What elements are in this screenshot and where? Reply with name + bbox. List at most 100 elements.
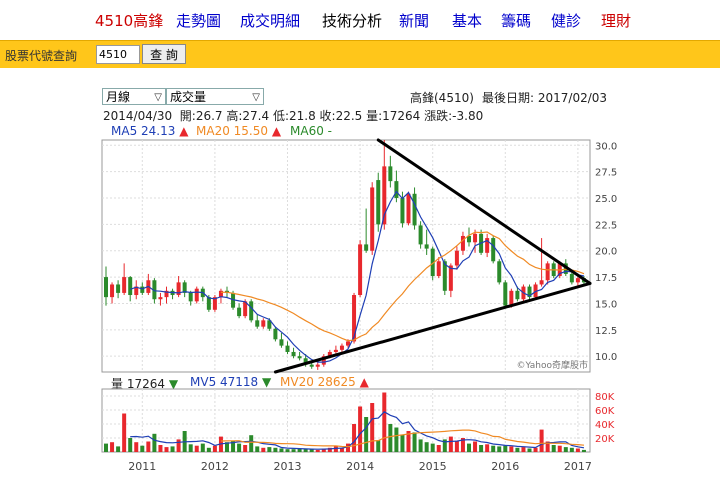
candle-body bbox=[297, 356, 302, 359]
nav-item-2[interactable]: 成交明細 bbox=[240, 12, 301, 30]
vol-tick-label: 80K bbox=[595, 392, 615, 403]
candle-body bbox=[110, 284, 115, 298]
period-select[interactable]: 月線 ▽ bbox=[102, 88, 166, 105]
query-bar: 股票代號查詢 查 詢 bbox=[0, 40, 720, 68]
volume-bar bbox=[346, 443, 350, 452]
nav-item-8[interactable]: 理財 bbox=[601, 12, 632, 30]
volume-bar bbox=[110, 442, 115, 452]
volume-bar bbox=[527, 448, 532, 452]
volume-bar bbox=[158, 445, 163, 452]
candle-body bbox=[436, 261, 441, 277]
nav-item-3[interactable]: 技術分析 bbox=[322, 12, 383, 30]
y-tick-label: 22.5 bbox=[595, 220, 617, 231]
candle-body bbox=[237, 307, 242, 317]
volume-bar bbox=[485, 444, 490, 452]
chevron-down-icon: ▽ bbox=[252, 92, 260, 103]
x-tick-label: 2014 bbox=[346, 460, 374, 473]
volume-bar bbox=[515, 447, 520, 452]
volume-bar bbox=[430, 443, 435, 452]
ma20-legend: MA20 15.50 ▲ bbox=[196, 124, 282, 138]
candle-body bbox=[333, 349, 338, 352]
y-tick-label: 25.0 bbox=[595, 194, 617, 205]
volume-bar bbox=[104, 443, 108, 452]
volume-bar bbox=[551, 445, 556, 452]
candle-body bbox=[406, 193, 411, 224]
candle-body bbox=[430, 248, 435, 277]
volume-bar bbox=[563, 447, 568, 452]
volume-bar bbox=[400, 434, 405, 452]
volume-bar bbox=[569, 447, 574, 452]
volume-bar bbox=[454, 440, 459, 452]
volume-bar bbox=[164, 447, 169, 452]
ohlc-line: 2014/04/30 開:26.7 高:27.4 低:21.8 收:22.5 量… bbox=[103, 109, 484, 123]
nav-item-5[interactable]: 基本 bbox=[452, 12, 483, 30]
volume-bar bbox=[358, 406, 363, 452]
volume-bar bbox=[539, 429, 544, 452]
volume-bar bbox=[479, 445, 484, 452]
nav-item-0[interactable]: 4510高鋒 bbox=[95, 12, 164, 30]
nav-item-7[interactable]: 健診 bbox=[551, 12, 582, 30]
candle-body bbox=[194, 288, 199, 302]
price-panel-frame bbox=[101, 139, 591, 373]
volume-bar bbox=[194, 445, 199, 452]
candle-body bbox=[509, 290, 514, 306]
x-tick-label: 2012 bbox=[201, 460, 229, 473]
indicator-select[interactable]: 成交量 ▽ bbox=[166, 88, 264, 105]
vol-tick-label: 20K bbox=[595, 434, 615, 445]
volume-bar bbox=[460, 438, 465, 452]
stock-code-input[interactable] bbox=[96, 45, 140, 64]
candle-body bbox=[122, 277, 127, 293]
volume-bar bbox=[442, 439, 447, 452]
nav-item-1[interactable]: 走勢圖 bbox=[176, 12, 222, 30]
candle-body bbox=[364, 244, 369, 251]
volume-bar bbox=[394, 427, 399, 452]
volume-bar bbox=[285, 449, 290, 452]
nav-item-6[interactable]: 籌碼 bbox=[501, 12, 532, 30]
candle-body bbox=[291, 351, 296, 357]
x-tick-label: 2011 bbox=[128, 460, 156, 473]
volume-bar bbox=[273, 447, 278, 452]
candle-body bbox=[515, 290, 520, 300]
volume-bar bbox=[315, 449, 320, 452]
volume-bar bbox=[503, 445, 508, 452]
x-tick-label: 2013 bbox=[274, 460, 302, 473]
y-tick-label: 30.0 bbox=[595, 141, 617, 152]
volume-bar bbox=[309, 449, 314, 452]
nav-item-4[interactable]: 新聞 bbox=[399, 12, 430, 30]
y-tick-label: 10.0 bbox=[595, 352, 617, 363]
volume-bar bbox=[424, 442, 429, 452]
volume-bar bbox=[255, 446, 260, 452]
volume-bar bbox=[545, 441, 550, 452]
query-button[interactable]: 查 詢 bbox=[142, 44, 186, 64]
candle-body bbox=[473, 233, 478, 243]
candle-body bbox=[442, 261, 447, 291]
candle-body bbox=[116, 284, 121, 293]
trendline-upper bbox=[376, 138, 592, 285]
volume-bar bbox=[231, 440, 236, 452]
volume-bar bbox=[473, 441, 478, 452]
candle-body bbox=[448, 265, 453, 291]
volume-bar bbox=[376, 440, 381, 452]
volume-bar bbox=[249, 435, 254, 452]
volume-bar bbox=[188, 444, 193, 452]
volume-bar bbox=[412, 432, 417, 452]
volume-bar bbox=[533, 447, 538, 452]
volume-bar bbox=[364, 417, 369, 452]
candle-body bbox=[128, 277, 133, 296]
candle-body bbox=[485, 238, 490, 253]
volume-bar bbox=[581, 449, 586, 452]
volume-bar bbox=[491, 445, 496, 452]
x-tick-label: 2016 bbox=[491, 460, 519, 473]
volume-bar bbox=[327, 447, 332, 452]
candle-body bbox=[134, 286, 139, 296]
candle-body bbox=[376, 180, 381, 225]
candle-body bbox=[152, 280, 157, 300]
candle-body bbox=[285, 345, 290, 352]
volume-bar bbox=[388, 424, 393, 452]
volume-bar bbox=[134, 442, 139, 452]
volume-bar bbox=[467, 443, 471, 452]
volume-legend: 量 17264 ▼ bbox=[111, 377, 179, 391]
vol-tick-label: 60K bbox=[595, 406, 615, 417]
candle-body bbox=[418, 225, 423, 245]
candle-body bbox=[267, 320, 272, 329]
